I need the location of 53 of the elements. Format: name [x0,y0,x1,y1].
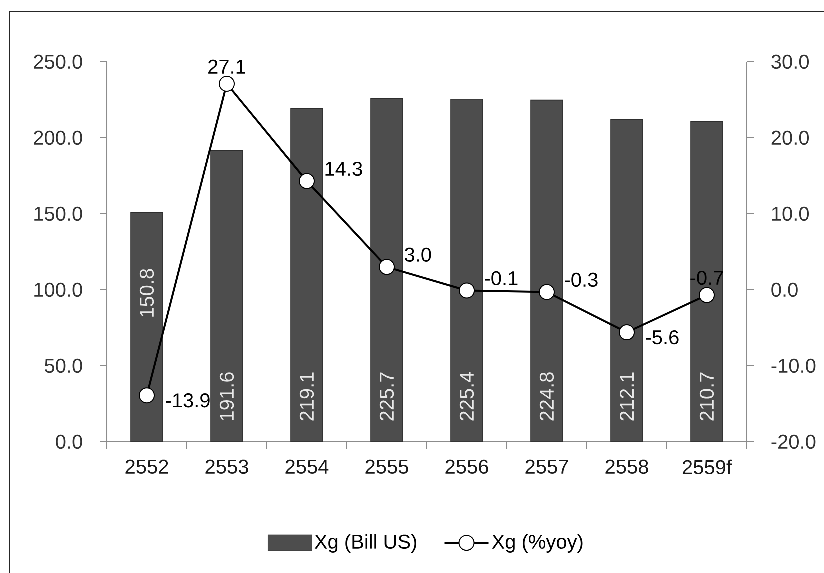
data-label: 225.4 [460,372,474,421]
x-tick-label: 2556 [446,460,488,474]
data-label: 3.0 [404,248,432,262]
data-label: 150.8 [140,269,154,317]
data-label: 210.7 [700,372,714,421]
point [699,287,716,304]
point [139,388,156,404]
y2-tick-label: 20.0 [772,130,810,146]
data-label: -5.6 [646,330,679,345]
y-tick-label: 50.0 [45,358,82,374]
data-label: 225.7 [380,372,394,421]
point [379,259,396,276]
data-label: -13.9 [166,394,210,408]
y-tick-label: 100.0 [34,282,82,298]
x-tick-label: 2557 [526,460,568,474]
y2-tick-label: -20.0 [772,434,816,450]
bar [690,121,724,442]
data-label: 191.6 [220,372,234,420]
bar [370,98,404,442]
x-tick-label: 2554 [286,460,329,474]
y2-tick-label: 30.0 [772,54,810,70]
y-tick-label: 250.0 [34,54,82,70]
data-label: -0.1 [485,271,518,286]
bar [290,108,324,442]
y2-tick-label: 10.0 [772,206,810,222]
y-tick-label: 150.0 [34,206,82,222]
data-label: 27.1 [208,60,246,74]
point [299,173,316,190]
y2-tick-label: -10.0 [772,358,816,374]
x-tick-label: 2558 [606,460,648,474]
data-label: 224.8 [540,372,554,421]
data-label: -0.7 [690,270,724,286]
x-tick-label: 2559f [682,460,732,475]
y-tick-label: 200.0 [34,130,82,146]
x-tick-label: 2555 [366,460,408,474]
data-label: -0.3 [565,272,598,288]
bar [610,119,644,442]
bar [210,150,244,442]
bar [530,100,564,442]
bar [450,98,484,442]
point [539,284,556,300]
x-tick-label: 2553 [206,460,248,474]
x-tick-label: 2552 [126,460,168,474]
data-label: 14.3 [326,162,362,176]
point [619,324,636,341]
point [459,282,476,299]
legend-label: Xg (%yoy) [492,534,583,553]
data-label: 219.1 [300,372,314,421]
bar [130,212,164,442]
y2-tick-label: 0.0 [772,282,798,298]
legend-label: Xg (Bill US) [314,534,416,553]
data-label: 212.1 [620,372,634,421]
y-tick-label: 0.0 [56,434,82,450]
